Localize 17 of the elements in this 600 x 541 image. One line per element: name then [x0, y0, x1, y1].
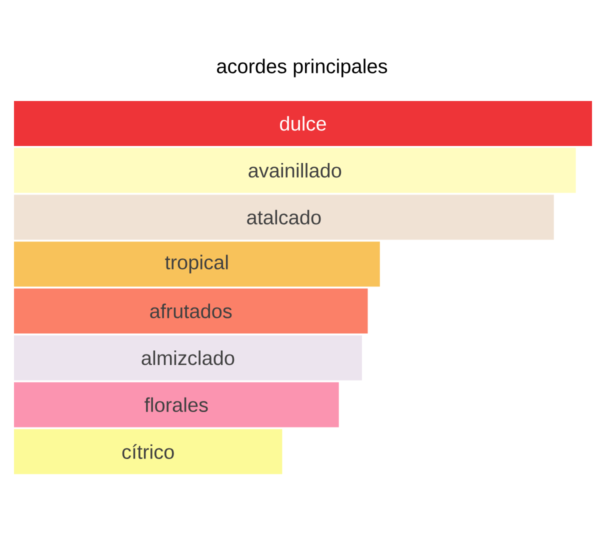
y-tick-label: atalcado [247, 210, 321, 224]
chart-title: acordes principales [217, 58, 388, 78]
bar [14, 148, 576, 193]
bar [14, 242, 380, 287]
bar [14, 382, 339, 428]
bar [14, 429, 282, 474]
bar [14, 194, 554, 240]
y-tick-label: tropical [165, 254, 228, 274]
y-tick-label: dulce [280, 116, 326, 131]
y-tick-label: cítrico [122, 444, 174, 459]
bar [14, 288, 368, 334]
bar [14, 100, 592, 146]
y-tick-label: almizclado [142, 350, 234, 366]
y-tick-label: florales [144, 397, 208, 412]
y-tick-label: afrutados [150, 304, 232, 318]
bar [14, 335, 362, 380]
y-tick-label: avainillado [248, 163, 342, 178]
